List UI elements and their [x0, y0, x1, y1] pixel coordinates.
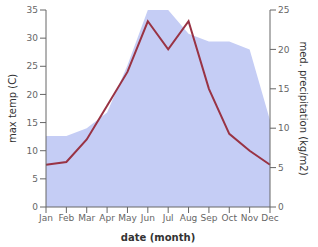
svg-text:25: 25: [278, 5, 289, 15]
svg-text:Feb: Feb: [58, 213, 74, 223]
svg-text:0: 0: [278, 202, 284, 212]
svg-text:max temp (C): max temp (C): [8, 74, 18, 143]
svg-text:20: 20: [27, 90, 39, 100]
svg-text:Sep: Sep: [200, 213, 217, 223]
svg-text:20: 20: [278, 45, 290, 55]
svg-text:15: 15: [278, 84, 289, 94]
svg-text:Nov: Nov: [241, 213, 259, 223]
svg-text:25: 25: [27, 61, 38, 71]
svg-text:35: 35: [27, 5, 38, 15]
svg-text:med. precipitation (kg/m2): med. precipitation (kg/m2): [298, 41, 309, 175]
svg-text:Jul: Jul: [162, 213, 174, 223]
svg-text:30: 30: [27, 33, 39, 43]
svg-text:10: 10: [278, 123, 290, 133]
svg-text:Apr: Apr: [99, 213, 115, 223]
svg-text:10: 10: [27, 146, 39, 156]
svg-text:0: 0: [32, 202, 38, 212]
svg-text:May: May: [118, 213, 137, 223]
svg-text:5: 5: [32, 174, 38, 184]
svg-text:date (month): date (month): [121, 232, 195, 243]
svg-text:Jan: Jan: [38, 213, 53, 223]
svg-text:Dec: Dec: [261, 213, 278, 223]
svg-text:Oct: Oct: [221, 213, 237, 223]
svg-text:Mar: Mar: [78, 213, 95, 223]
svg-text:Jun: Jun: [140, 213, 155, 223]
svg-text:5: 5: [278, 163, 284, 173]
svg-text:15: 15: [27, 118, 38, 128]
svg-text:Aug: Aug: [180, 213, 198, 223]
